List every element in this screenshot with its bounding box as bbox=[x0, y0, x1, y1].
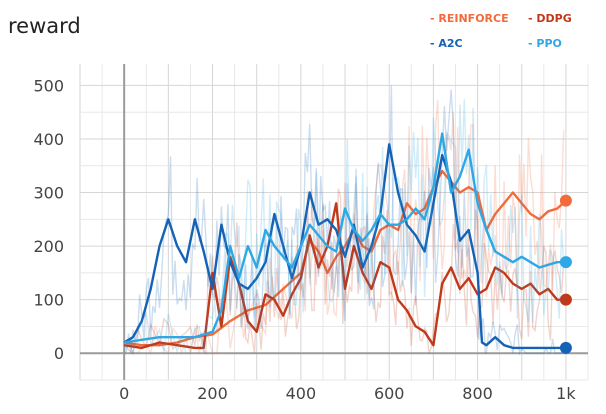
y-tick-label: 200 bbox=[33, 237, 64, 256]
series-end-point bbox=[559, 194, 572, 207]
series-raw-line bbox=[123, 99, 565, 356]
y-tick-label: 0 bbox=[54, 344, 64, 363]
legend-item-a2c: - A2C bbox=[430, 37, 463, 50]
y-tick-label: 100 bbox=[33, 291, 64, 310]
series-ppo bbox=[123, 99, 572, 356]
tick-labels: 0 100 200 300 400 500 0 200 400 600 800 1k bbox=[33, 76, 576, 403]
x-tick-label: 600 bbox=[374, 384, 405, 403]
y-tick-label: 500 bbox=[33, 76, 64, 95]
series-a2c bbox=[123, 85, 572, 356]
chart-title: reward bbox=[8, 14, 81, 38]
axes bbox=[80, 64, 588, 380]
y-tick-label: 300 bbox=[33, 184, 64, 203]
legend[interactable]: - REINFORCE - DDPG - A2C - PPO bbox=[430, 12, 572, 50]
series-line bbox=[124, 202, 566, 350]
x-tick-label: 1k bbox=[556, 384, 576, 403]
series-line bbox=[124, 132, 566, 344]
series-lines bbox=[123, 85, 572, 356]
legend-item-ppo: - PPO bbox=[528, 37, 562, 50]
series-end-point bbox=[559, 293, 572, 306]
series-raw-line bbox=[123, 100, 565, 356]
series-end-point bbox=[559, 256, 572, 269]
series-end-point bbox=[559, 341, 572, 354]
x-tick-label: 200 bbox=[197, 384, 228, 403]
legend-item-reinforce: - REINFORCE bbox=[430, 12, 509, 25]
x-tick-label: 400 bbox=[286, 384, 317, 403]
legend-item-ddpg: - DDPG bbox=[528, 12, 572, 25]
y-tick-label: 400 bbox=[33, 130, 64, 149]
series-reinforce bbox=[123, 100, 572, 356]
series-line bbox=[123, 143, 566, 350]
x-tick-label: 0 bbox=[119, 384, 129, 403]
x-tick-label: 800 bbox=[462, 384, 493, 403]
